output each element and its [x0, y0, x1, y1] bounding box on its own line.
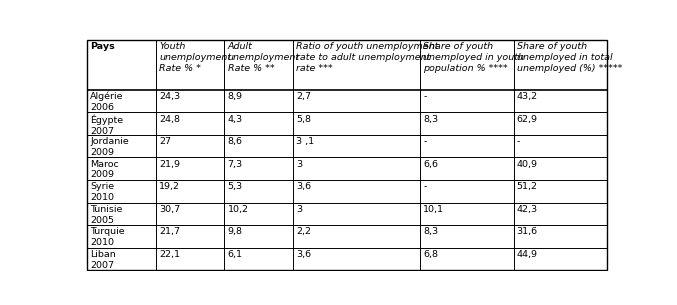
Text: 10,1: 10,1 — [423, 205, 444, 214]
Text: Égypte
2007: Égypte 2007 — [91, 115, 123, 136]
Text: Syrie
2010: Syrie 2010 — [91, 182, 114, 202]
Text: 4,3: 4,3 — [227, 115, 243, 124]
Text: 10,2: 10,2 — [227, 205, 248, 214]
Text: 6,1: 6,1 — [227, 250, 242, 259]
Text: 3 ,1: 3 ,1 — [297, 137, 314, 146]
Text: 2,7: 2,7 — [297, 92, 311, 101]
Text: 3,6: 3,6 — [297, 250, 311, 259]
Text: 2,2: 2,2 — [297, 228, 311, 236]
Text: 8,3: 8,3 — [423, 115, 438, 124]
Text: Liban
2007: Liban 2007 — [91, 250, 116, 270]
Text: 6,8: 6,8 — [423, 250, 438, 259]
Text: 7,3: 7,3 — [227, 160, 243, 169]
Text: 9,8: 9,8 — [227, 228, 242, 236]
Text: 22,1: 22,1 — [159, 250, 180, 259]
Text: -: - — [423, 182, 427, 191]
Text: 24,8: 24,8 — [159, 115, 180, 124]
Text: -: - — [423, 137, 427, 146]
Text: 43,2: 43,2 — [517, 92, 538, 101]
Text: 62,9: 62,9 — [517, 115, 538, 124]
Text: Tunisie
2005: Tunisie 2005 — [91, 205, 123, 224]
Text: 3: 3 — [297, 160, 303, 169]
Text: -: - — [517, 137, 520, 146]
Text: Turquie
2010: Turquie 2010 — [91, 228, 125, 247]
Text: 30,7: 30,7 — [159, 205, 180, 214]
Text: Pays: Pays — [91, 42, 115, 52]
Text: 40,9: 40,9 — [517, 160, 538, 169]
Text: 5,3: 5,3 — [227, 182, 243, 191]
Text: Share of youth
unemployed in youth
population % ****: Share of youth unemployed in youth popul… — [423, 42, 524, 73]
Text: Youth
unemployment
Rate % *: Youth unemployment Rate % * — [159, 42, 231, 73]
Text: Algérie
2006: Algérie 2006 — [91, 92, 124, 112]
Text: 6,6: 6,6 — [423, 160, 438, 169]
Text: 31,6: 31,6 — [517, 228, 538, 236]
Text: 42,3: 42,3 — [517, 205, 538, 214]
Text: -: - — [423, 92, 427, 101]
Text: Ratio of youth unemployment
rate to adult unemployment
rate ***: Ratio of youth unemployment rate to adul… — [297, 42, 439, 73]
Text: 44,9: 44,9 — [517, 250, 538, 259]
Text: 3,6: 3,6 — [297, 182, 311, 191]
Text: 27: 27 — [159, 137, 171, 146]
Text: Jordanie
2009: Jordanie 2009 — [91, 137, 129, 157]
Text: 21,9: 21,9 — [159, 160, 180, 169]
Text: 19,2: 19,2 — [159, 182, 180, 191]
Text: 5,8: 5,8 — [297, 115, 311, 124]
Text: 24,3: 24,3 — [159, 92, 180, 101]
Text: Adult
unemployment
Rate % **: Adult unemployment Rate % ** — [227, 42, 300, 73]
Text: Share of youth
unemployed in total
unemployed (%) *****: Share of youth unemployed in total unemp… — [517, 42, 622, 73]
Text: 8,3: 8,3 — [423, 228, 438, 236]
Text: 21,7: 21,7 — [159, 228, 180, 236]
Text: 3: 3 — [297, 205, 303, 214]
Text: Maroc
2009: Maroc 2009 — [91, 160, 119, 179]
Text: 8,6: 8,6 — [227, 137, 242, 146]
Text: 8,9: 8,9 — [227, 92, 242, 101]
Text: 51,2: 51,2 — [517, 182, 538, 191]
